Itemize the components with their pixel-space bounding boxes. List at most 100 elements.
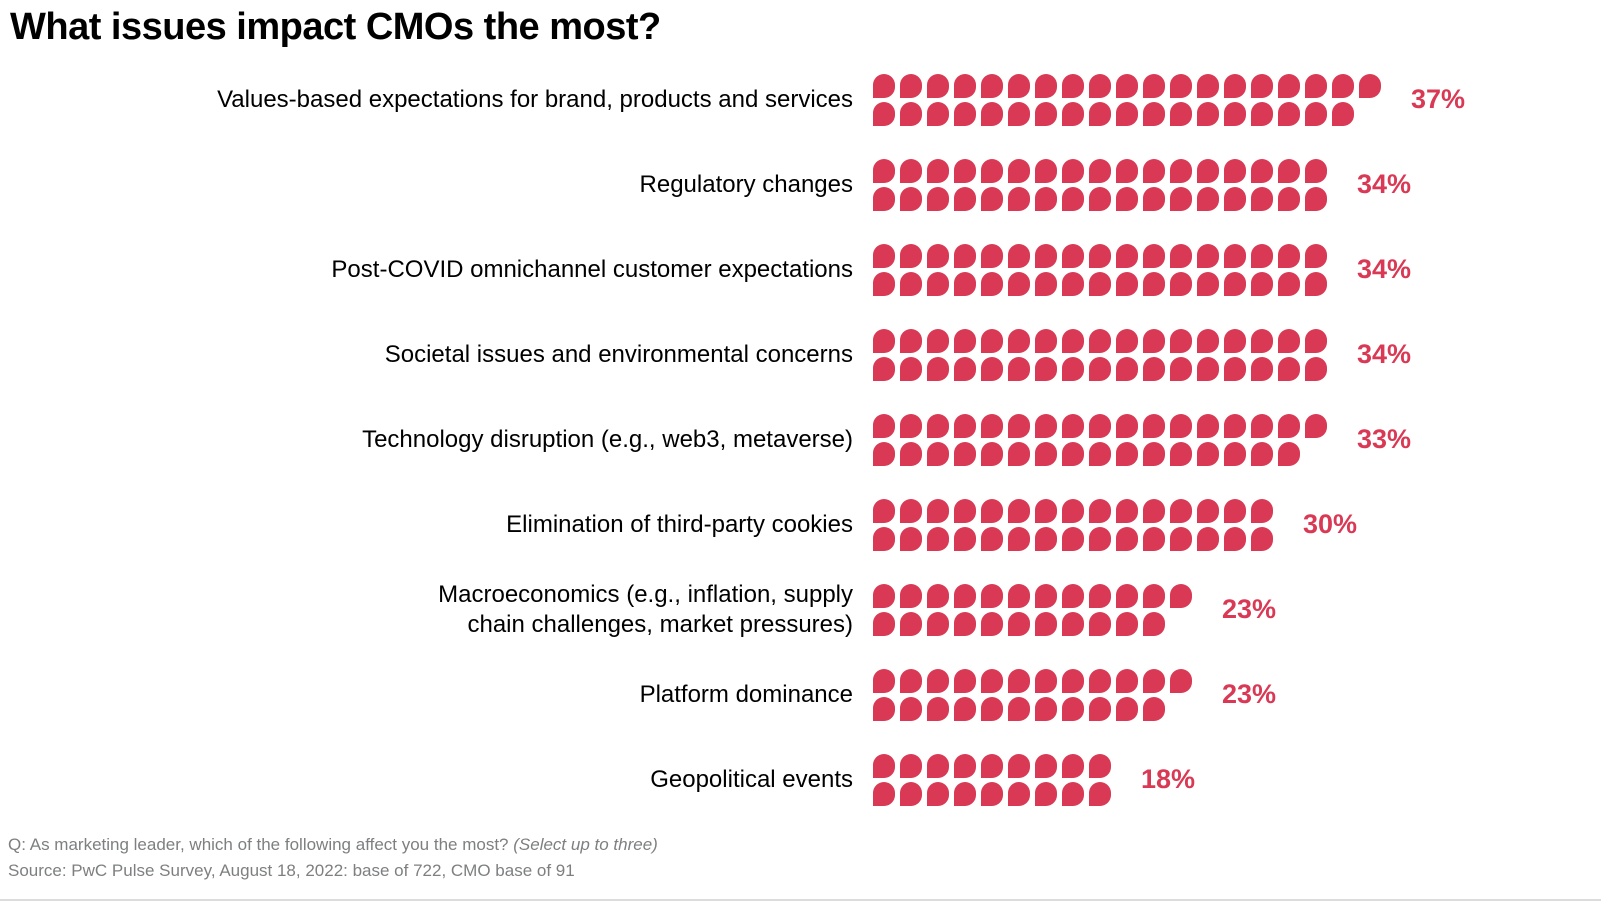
- pictogram-grid: [873, 73, 1381, 126]
- value-label: 23%: [1222, 679, 1277, 709]
- pictogram-square: [1170, 498, 1192, 523]
- footnote-question-note: (Select up to three): [513, 835, 658, 854]
- pictogram-square: [927, 753, 949, 778]
- pictogram-square: [1251, 441, 1273, 466]
- pictogram-square: [873, 413, 895, 438]
- pictogram-square: [1089, 158, 1111, 183]
- pictogram-square: [1062, 441, 1084, 466]
- pictogram-square: [1062, 696, 1084, 721]
- pictogram-square: [1062, 413, 1084, 438]
- pictogram-square: [900, 696, 922, 721]
- pictogram-square: [927, 328, 949, 353]
- pictogram-square: [1170, 328, 1192, 353]
- pictogram-square: [927, 526, 949, 551]
- pictogram-square: [1089, 328, 1111, 353]
- pictogram-square: [1170, 186, 1192, 211]
- pictogram-square: [900, 356, 922, 381]
- pictogram-square: [1116, 73, 1138, 98]
- pictogram-square: [1116, 413, 1138, 438]
- pictogram-square: [954, 583, 976, 608]
- pictogram-square: [1197, 271, 1219, 296]
- pictogram-square: [1008, 186, 1030, 211]
- chart-row: Post-COVID omnichannel customer expectat…: [0, 227, 1601, 312]
- pictogram-square: [873, 498, 895, 523]
- pictogram-square: [900, 753, 922, 778]
- pictogram-square: [1278, 243, 1300, 268]
- pictogram-grid: [873, 158, 1327, 211]
- pictogram-square: [1116, 158, 1138, 183]
- pictogram-square: [1035, 158, 1057, 183]
- pictogram-square: [1062, 526, 1084, 551]
- pictogram-square: [1116, 328, 1138, 353]
- pictogram-square: [1062, 753, 1084, 778]
- value-label: 23%: [1222, 594, 1277, 624]
- pictogram-square: [1278, 413, 1300, 438]
- pictogram-square: [1170, 271, 1192, 296]
- pictogram-square: [1170, 441, 1192, 466]
- pictogram-square: [1278, 271, 1300, 296]
- pictogram-square: [981, 413, 1003, 438]
- pictogram-square: [1008, 243, 1030, 268]
- pictogram-square: [1143, 158, 1165, 183]
- pictogram-square: [981, 526, 1003, 551]
- pictogram-square: [1089, 583, 1111, 608]
- pictogram-square: [1170, 243, 1192, 268]
- pictogram-grid: [873, 753, 1111, 806]
- pictogram-square: [1035, 328, 1057, 353]
- pictogram-square: [1224, 441, 1246, 466]
- pictogram-square: [1278, 101, 1300, 126]
- pictogram-square: [1008, 356, 1030, 381]
- pictogram-square: [1332, 73, 1354, 98]
- pictogram-square: [1251, 186, 1273, 211]
- pictogram-square: [900, 611, 922, 636]
- pictogram-square: [1278, 186, 1300, 211]
- pictogram-square: [1062, 583, 1084, 608]
- category-label: Societal issues and environmental concer…: [384, 340, 853, 368]
- pictogram-square: [1170, 526, 1192, 551]
- pictogram-square: [900, 526, 922, 551]
- category-label: Elimination of third-party cookies: [506, 510, 853, 538]
- pictogram-square: [981, 668, 1003, 693]
- pictogram-square: [1008, 668, 1030, 693]
- pictogram-square: [900, 271, 922, 296]
- pictogram-square: [873, 356, 895, 381]
- pictogram-square: [927, 583, 949, 608]
- pictogram-square: [927, 101, 949, 126]
- pictogram-square: [1224, 186, 1246, 211]
- footnote-source: Source: PwC Pulse Survey, August 18, 202…: [8, 861, 575, 880]
- pictogram-square: [1143, 243, 1165, 268]
- chart-row: Technology disruption (e.g., web3, metav…: [0, 397, 1601, 482]
- pictogram-grid: [873, 583, 1192, 636]
- pictogram-square: [1197, 498, 1219, 523]
- pictogram-square: [954, 73, 976, 98]
- pictogram-square: [1224, 356, 1246, 381]
- pictogram-square: [1089, 186, 1111, 211]
- pictogram-square: [1035, 186, 1057, 211]
- pictogram-square: [900, 781, 922, 806]
- pictogram-square: [1062, 158, 1084, 183]
- pictogram-square: [1197, 413, 1219, 438]
- pictogram-square: [1197, 158, 1219, 183]
- pictogram-square: [1116, 243, 1138, 268]
- pictogram-square: [900, 186, 922, 211]
- pictogram-square: [1035, 243, 1057, 268]
- pictogram-square: [1224, 73, 1246, 98]
- pictogram-square: [981, 696, 1003, 721]
- pictogram-square: [981, 753, 1003, 778]
- footnote-question-text: Q: As marketing leader, which of the fol…: [8, 835, 514, 854]
- value-label: 18%: [1141, 764, 1196, 794]
- pictogram-square: [1089, 441, 1111, 466]
- category-label: Macroeconomics (e.g., inflation, supply c…: [438, 580, 853, 638]
- pictogram-square: [1305, 356, 1327, 381]
- category-label: Post-COVID omnichannel customer expectat…: [331, 255, 853, 283]
- pictogram-square: [954, 611, 976, 636]
- pictogram-square: [981, 186, 1003, 211]
- pictogram-square: [900, 441, 922, 466]
- pictogram-square: [981, 73, 1003, 98]
- pictogram-square: [1008, 753, 1030, 778]
- pictogram-square: [1305, 328, 1327, 353]
- pictogram-square: [1008, 73, 1030, 98]
- pictogram-square: [981, 101, 1003, 126]
- pictogram-square: [1062, 186, 1084, 211]
- pictogram-square: [981, 441, 1003, 466]
